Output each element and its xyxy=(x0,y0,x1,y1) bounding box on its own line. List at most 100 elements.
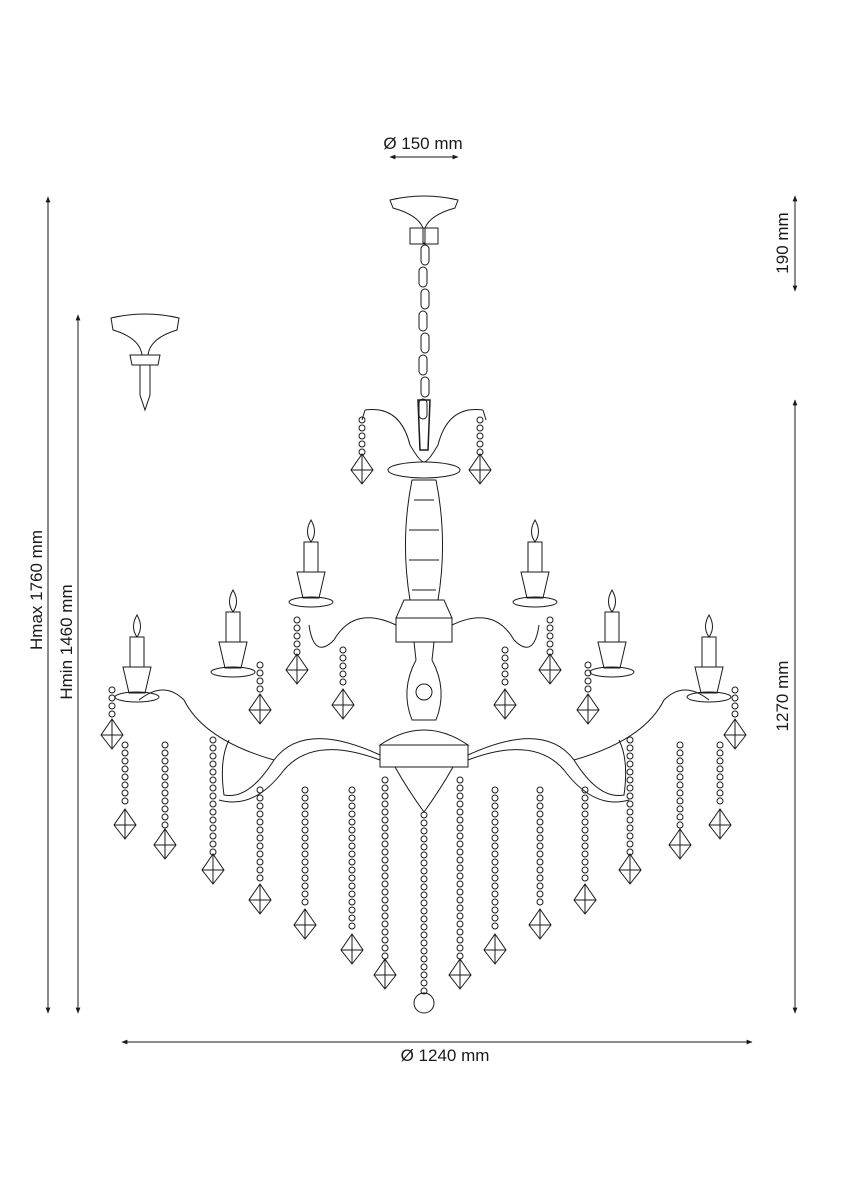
crystal-bead xyxy=(256,802,264,810)
crystal-bead xyxy=(501,678,509,686)
crystal-bead xyxy=(626,776,634,784)
candle-sleeve xyxy=(129,636,145,668)
crystal-bead xyxy=(626,840,634,848)
crystal-bead xyxy=(536,794,544,802)
chain-link xyxy=(420,288,430,310)
crystal-drop xyxy=(723,718,747,750)
crystal-bead xyxy=(348,922,356,930)
flame-bulb xyxy=(608,589,616,613)
crystal-bead xyxy=(381,944,389,952)
crystal-bead xyxy=(358,416,366,424)
crystal-bead xyxy=(676,805,684,813)
crystal-strand xyxy=(573,786,597,915)
crystal-strand xyxy=(373,776,397,990)
crystal-bead xyxy=(676,749,684,757)
crystal-bead xyxy=(491,810,499,818)
upper-arm xyxy=(308,617,397,648)
crystal-bead xyxy=(209,744,217,752)
crystal-bead xyxy=(716,749,724,757)
crystal-bead xyxy=(626,736,634,744)
crystal-strand xyxy=(100,686,124,750)
crystal-drop xyxy=(708,808,732,840)
crystal-bead xyxy=(301,794,309,802)
crystal-bead xyxy=(420,947,428,955)
crystal-bead xyxy=(491,818,499,826)
crystal-bead xyxy=(339,654,347,662)
crystal-bead xyxy=(381,824,389,832)
crystal-strands xyxy=(100,416,747,1014)
crystal-bead xyxy=(301,842,309,850)
candle-sleeve xyxy=(225,611,241,643)
dimension-lines xyxy=(45,154,798,1045)
candle xyxy=(210,589,256,678)
candle-cup xyxy=(296,571,326,599)
crystal-bead xyxy=(209,792,217,800)
crystal-bead xyxy=(348,794,356,802)
crystal-bead xyxy=(491,898,499,906)
crystal-bead xyxy=(209,736,217,744)
crystal-bead xyxy=(381,816,389,824)
chain-link xyxy=(418,398,428,420)
crystal-bead xyxy=(676,781,684,789)
crystal-bead xyxy=(536,850,544,858)
body-height-label: 1270 mm xyxy=(773,660,792,732)
crystal-bead xyxy=(381,888,389,896)
crystal-bead xyxy=(456,808,464,816)
crystal-bead xyxy=(491,866,499,874)
candle-cup xyxy=(218,641,248,669)
crystal-bead xyxy=(256,786,264,794)
crystal-bead xyxy=(581,850,589,858)
crystal-bead xyxy=(501,646,509,654)
crystal-bead xyxy=(676,789,684,797)
flame-bulb xyxy=(705,614,713,638)
crystal-bead xyxy=(456,848,464,856)
crystal-bead xyxy=(161,765,169,773)
side-arm xyxy=(573,689,710,761)
chain xyxy=(418,244,430,420)
crystal-bead xyxy=(581,802,589,810)
crystal-bead xyxy=(348,842,356,850)
crystal-bead xyxy=(420,979,428,987)
crystal-bead xyxy=(301,882,309,890)
crystal-bead xyxy=(420,931,428,939)
crystal-bead xyxy=(256,810,264,818)
crystal-bead xyxy=(456,864,464,872)
crystal-bead xyxy=(536,826,544,834)
crystal-bead xyxy=(491,922,499,930)
crystal-bead xyxy=(626,832,634,840)
crystal-bead xyxy=(491,858,499,866)
crystal-bead xyxy=(301,898,309,906)
crystal-bead xyxy=(536,890,544,898)
crystal-strand xyxy=(493,646,517,720)
crystal-strand xyxy=(113,741,137,840)
candle xyxy=(288,519,334,608)
crystal-bead xyxy=(339,646,347,654)
chain-link xyxy=(418,354,428,376)
crystal-bead xyxy=(491,826,499,834)
crystal-bead xyxy=(546,624,554,632)
crystal-bead xyxy=(420,915,428,923)
crystal-bead xyxy=(676,821,684,829)
candle-cup xyxy=(694,666,724,694)
crystal-bead xyxy=(476,432,484,440)
drip-pan xyxy=(210,666,256,678)
crystal-bead xyxy=(536,834,544,842)
crystal-bead xyxy=(381,904,389,912)
lower-arm xyxy=(221,738,381,797)
crystal-strand xyxy=(350,416,374,485)
crystal-bead xyxy=(491,874,499,882)
crystal-bead xyxy=(381,928,389,936)
crystal-bead xyxy=(420,963,428,971)
crystal-bead xyxy=(293,624,301,632)
crystal-bead xyxy=(420,875,428,883)
crystal-bead xyxy=(456,944,464,952)
crystal-bead xyxy=(626,808,634,816)
crystal-drop xyxy=(248,883,272,915)
crystal-bead xyxy=(501,662,509,670)
crystal-bead xyxy=(536,802,544,810)
crystal-bead xyxy=(581,826,589,834)
crystal-bead xyxy=(161,789,169,797)
crystal-bead xyxy=(339,670,347,678)
crystal-bead xyxy=(584,669,592,677)
crystal-bead xyxy=(121,765,129,773)
